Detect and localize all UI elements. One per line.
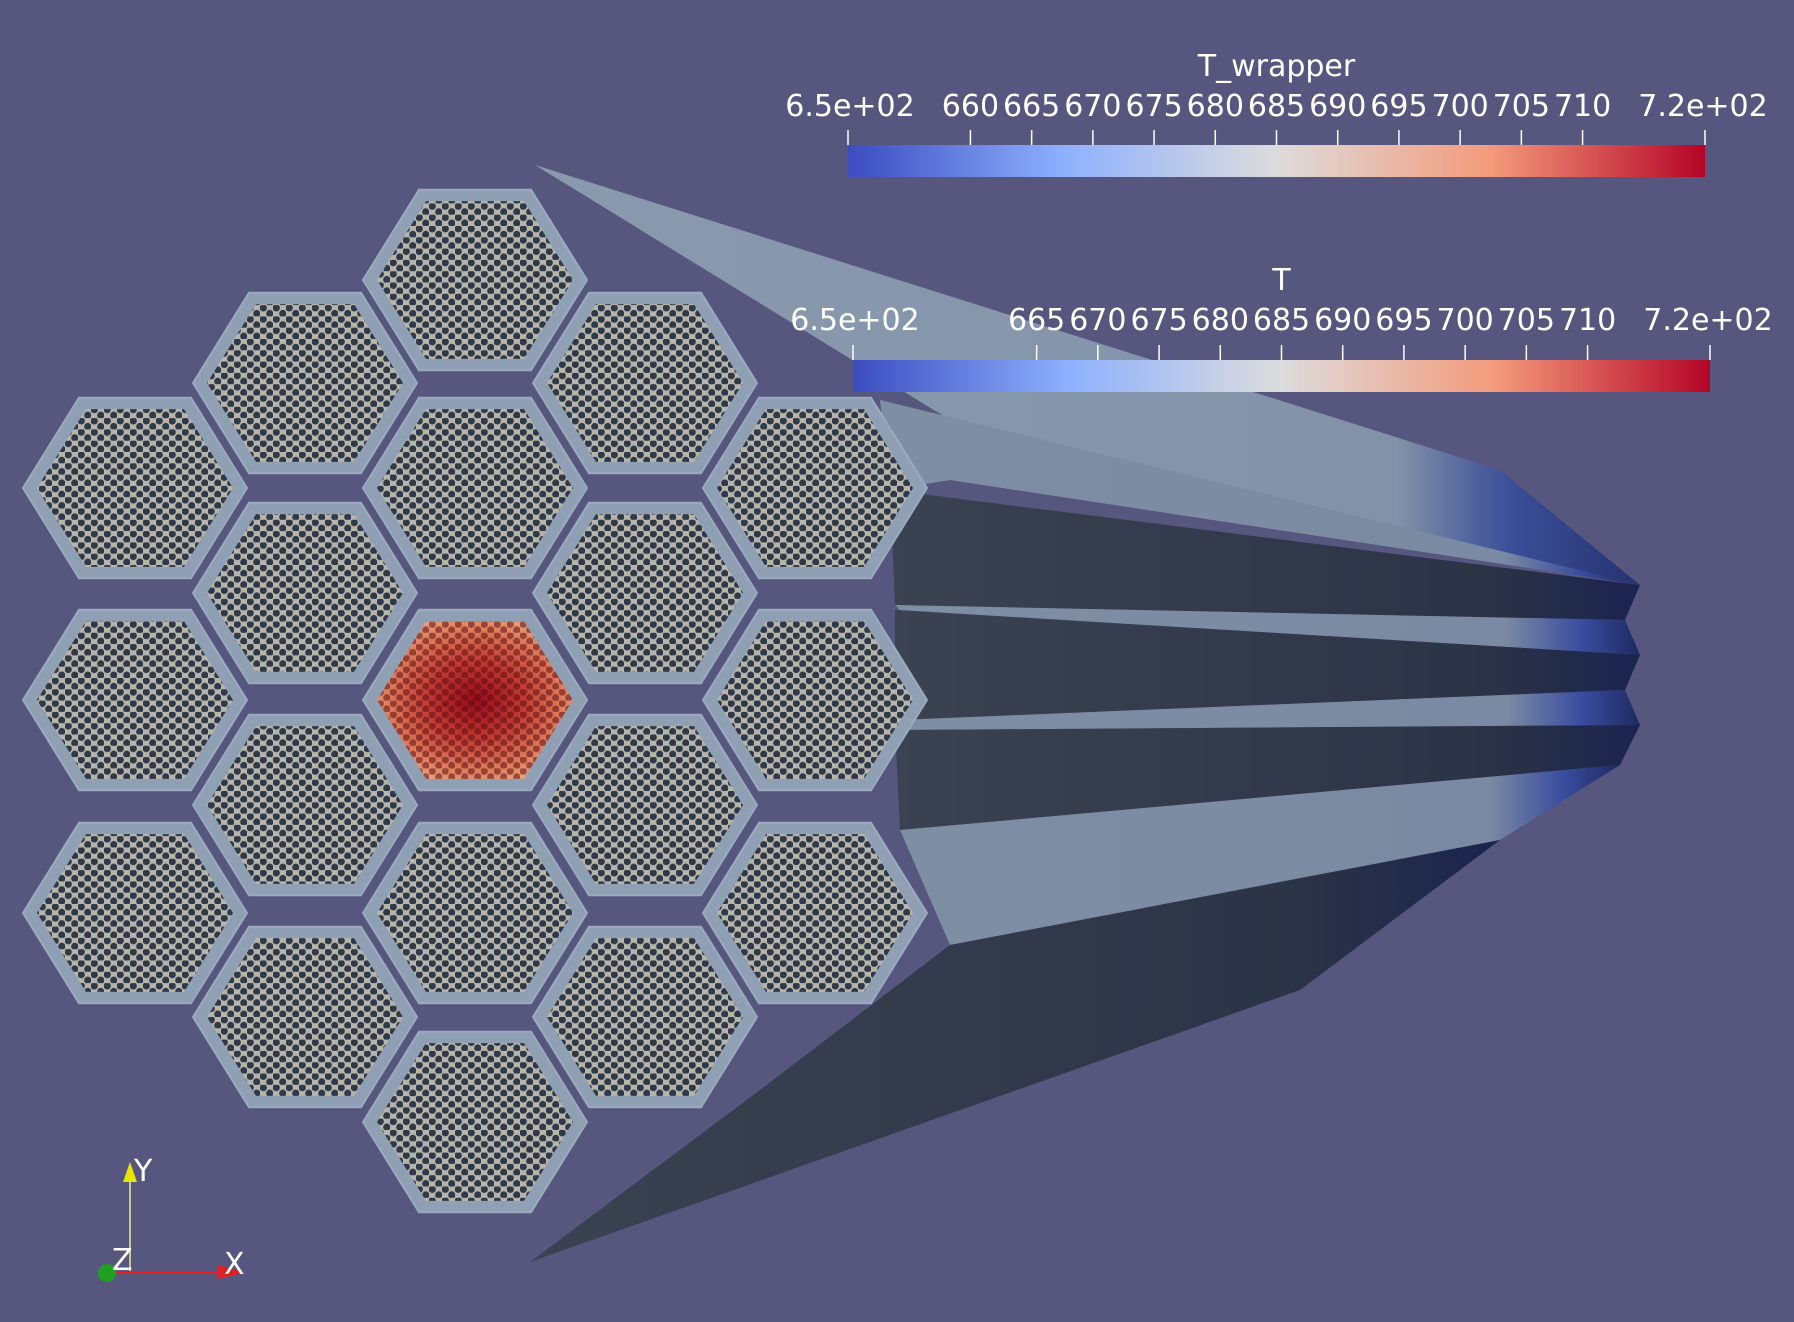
colorbar-tick-label: 670	[1069, 303, 1126, 338]
colorbar-min-label: 6.5e+02	[790, 303, 919, 338]
y-axis-label: Y	[133, 1154, 153, 1189]
assembly-hex	[21, 608, 249, 792]
pin-lattice	[547, 304, 743, 462]
colorbar-tick-label: 690	[1314, 303, 1371, 338]
assembly-hex	[701, 608, 929, 792]
assembly-hex	[191, 501, 419, 685]
colorbar-tick-label: 700	[1437, 303, 1494, 338]
pin-lattice	[717, 834, 913, 992]
colorbar-tick-label: 680	[1187, 89, 1244, 124]
colorbar-tick-label: 685	[1248, 89, 1305, 124]
z-axis-label: Z	[112, 1243, 133, 1278]
pin-lattice	[207, 514, 403, 672]
z-axis-dot-icon	[98, 1264, 116, 1282]
assembly-hex	[191, 925, 419, 1109]
colorbar-gradient	[848, 145, 1705, 177]
assembly-hex	[191, 291, 419, 475]
y-axis-arrow-icon	[123, 1162, 137, 1182]
pin-lattice	[717, 621, 913, 779]
colorbar-tick-label: 690	[1309, 89, 1366, 124]
pin-lattice	[37, 409, 233, 567]
colorbar-gradient	[853, 360, 1710, 392]
assembly-hex	[361, 821, 589, 1005]
pin-lattice	[37, 834, 233, 992]
colorbar-tick-label: 710	[1554, 89, 1611, 124]
colorbar-title: T_wrapper	[1197, 49, 1356, 84]
colorbar-max-label: 7.2e+02	[1643, 303, 1772, 338]
colorbar-tick-label: 705	[1498, 303, 1555, 338]
pin-lattice	[37, 621, 233, 779]
assembly-hex	[701, 821, 929, 1005]
pin-lattice	[377, 834, 573, 992]
pin-lattice	[547, 938, 743, 1096]
extrusion-face-dark-2	[895, 610, 1640, 720]
colorbar-tick-label: 675	[1130, 303, 1187, 338]
pin-lattice	[547, 726, 743, 884]
extrusion-face-mid-1	[895, 605, 1640, 655]
colorbar-tick-label: 710	[1559, 303, 1616, 338]
colorbar-tick-label: 695	[1375, 303, 1432, 338]
assembly-front-faces	[21, 188, 929, 1214]
colorbar-tick-label: 685	[1253, 303, 1310, 338]
colorbar-tick-label: 680	[1192, 303, 1249, 338]
assembly-hex	[361, 1030, 589, 1214]
colorbar-max-label: 7.2e+02	[1638, 89, 1767, 124]
assembly-hex	[21, 396, 249, 580]
colorbar-tick-label: 700	[1432, 89, 1489, 124]
assembly-hex	[361, 188, 589, 372]
pin-lattice	[377, 621, 573, 779]
colorbar-tick-label: 665	[1003, 89, 1060, 124]
assembly-hex	[361, 608, 589, 792]
colorbar-tick-label: 660	[942, 89, 999, 124]
extrusion-face-dark-1	[890, 490, 1640, 620]
x-axis-label: X	[224, 1247, 245, 1282]
colorbar-t-wrapper: T_wrapper 6.5e+02 7.2e+02 660 665 670 675 680 68…	[785, 49, 1768, 177]
pin-lattice	[207, 938, 403, 1096]
pin-lattice	[547, 514, 743, 672]
colorbar-tick-label: 675	[1125, 89, 1182, 124]
extrusion-face-bottom	[530, 840, 1500, 1262]
assembly-hex	[191, 713, 419, 897]
assembly-hex	[21, 821, 249, 1005]
orientation-axes[interactable]: Y Z X	[98, 1154, 245, 1282]
assembly-hex	[531, 501, 759, 685]
colorbar-tick-label: 705	[1493, 89, 1550, 124]
assembly-hex	[531, 713, 759, 897]
extrusion-face-mid-2	[900, 690, 1640, 730]
colorbar-tick-label: 695	[1370, 89, 1427, 124]
pin-lattice	[207, 304, 403, 462]
assembly-hex	[701, 396, 929, 580]
pin-lattice	[377, 201, 573, 359]
colorbar-tick-label: 670	[1064, 89, 1121, 124]
pin-lattice	[717, 409, 913, 567]
pin-lattice	[207, 726, 403, 884]
x-axis-arrow-icon	[218, 1265, 245, 1279]
assembly-hex	[531, 291, 759, 475]
colorbar-tick-label: 665	[1008, 303, 1065, 338]
colorbar-title: T	[1271, 263, 1291, 298]
extrusion-face-upper	[880, 400, 1640, 585]
assembly-hex	[361, 396, 589, 580]
colorbar-min-label: 6.5e+02	[785, 89, 914, 124]
pin-lattice	[377, 1043, 573, 1201]
pin-lattice	[377, 409, 573, 567]
extrusion-face-lower	[900, 765, 1620, 945]
assembly-hex	[531, 925, 759, 1109]
extrusion-face-dark-3	[895, 725, 1640, 830]
